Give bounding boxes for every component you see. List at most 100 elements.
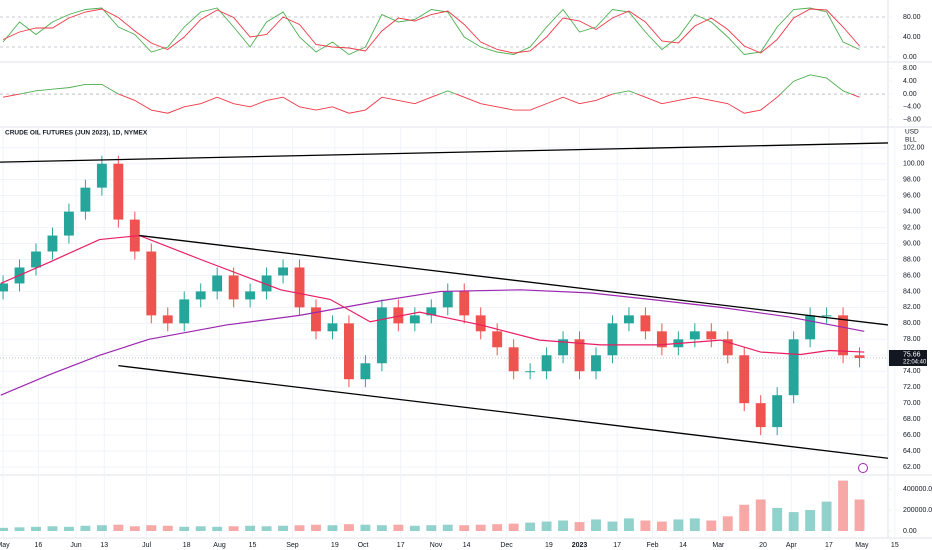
candle-body	[245, 291, 256, 300]
y-tick-label: 98.00	[903, 177, 921, 184]
candle-body	[179, 299, 190, 324]
x-tick-label: 15	[891, 542, 899, 549]
volume-bar	[14, 527, 25, 531]
x-tick-label: 15	[249, 542, 257, 549]
candle-body	[788, 339, 799, 396]
volume-bar	[459, 525, 470, 531]
candle-body	[294, 267, 305, 308]
x-tick-label: 14	[463, 542, 471, 549]
x-tick-label: Apr	[786, 542, 798, 549]
volume-bar	[574, 522, 585, 531]
candle-body	[212, 275, 223, 292]
volume-bar	[31, 526, 41, 531]
candle-body	[722, 339, 733, 356]
candle-body	[426, 307, 437, 316]
candle-body	[492, 331, 503, 348]
currency-label: USD	[905, 129, 919, 136]
candle-body	[838, 315, 848, 356]
x-tick-label: 17	[825, 542, 833, 549]
volume-bar	[722, 516, 733, 531]
volume-bar	[854, 499, 865, 531]
oscillator-line	[17, 74, 853, 95]
x-tick-label: 16	[34, 542, 42, 549]
volume-bar	[344, 524, 354, 531]
candle-body	[689, 331, 700, 340]
volume-bar	[426, 525, 437, 531]
stochastic-line	[2, 8, 860, 54]
candle-body	[656, 331, 667, 348]
candle-body	[525, 371, 536, 373]
volume-bar	[360, 524, 371, 531]
volume-bar	[805, 509, 816, 531]
y-tick-label: 92.00	[903, 224, 921, 231]
x-tick-label: 17	[397, 542, 405, 549]
candle-body	[442, 291, 453, 308]
volume-bar	[739, 504, 750, 531]
y-tick-label: 68.00	[903, 416, 921, 423]
volume-bar	[327, 525, 338, 531]
volume-bar	[409, 525, 420, 531]
y-tick-label: 0.00	[903, 54, 917, 61]
candle-body	[854, 355, 865, 358]
candle-body	[591, 355, 601, 372]
candle-body	[311, 307, 321, 332]
y-tick-label: 8.00	[903, 65, 917, 72]
volume-bar	[195, 526, 206, 531]
candle-body	[146, 251, 157, 316]
y-tick-label: 84.00	[903, 288, 921, 295]
x-tick-label: 13	[100, 542, 108, 549]
candle-body	[393, 307, 404, 324]
moving-average	[0, 234, 865, 356]
volume-bar	[294, 525, 305, 531]
volume-bar	[64, 526, 74, 531]
volume-bar	[179, 526, 190, 531]
price-tag-value: 75.66	[903, 351, 921, 358]
x-tick-label: 18	[183, 542, 191, 549]
y-tick-label: 66.00	[903, 432, 921, 439]
y-tick-label: 96.00	[903, 192, 921, 199]
volume-bar	[475, 524, 486, 531]
x-tick-label: 17	[613, 542, 621, 549]
x-tick-label: Mar	[712, 542, 725, 549]
x-tick-label: Feb	[646, 542, 658, 549]
grid	[0, 127, 896, 538]
candle-body	[475, 315, 486, 332]
candle-body	[508, 347, 519, 372]
candle-body	[541, 355, 552, 372]
candle-body	[772, 395, 783, 428]
trend-line	[139, 234, 888, 326]
candle-body	[755, 403, 766, 428]
chart-title: CRUDE OIL FUTURES (JUN 2023), 1D, NYMEX	[5, 130, 148, 137]
volume-bar	[640, 520, 651, 531]
candle-body	[0, 283, 8, 292]
volume-bar	[838, 480, 848, 531]
stochastic-line	[2, 7, 860, 56]
y-tick-label: 90.00	[903, 240, 921, 247]
volume-bar	[821, 501, 832, 531]
y-tick-label: 72.00	[903, 384, 921, 391]
x-tick-label: Jun	[70, 542, 81, 549]
y-tick-label: 82.00	[903, 304, 921, 311]
volume-bar	[541, 521, 552, 531]
volume-bar	[129, 526, 140, 531]
y-tick-label: 100.00	[903, 161, 925, 168]
volume-bar	[146, 525, 157, 531]
x-tick-label: Nov	[430, 542, 443, 549]
moving-average	[0, 289, 865, 396]
volume-bar	[311, 524, 321, 531]
candle-body	[344, 323, 354, 380]
y-tick-label: 0.00	[903, 91, 917, 98]
x-tick-label: 19	[331, 542, 339, 549]
volume-bar	[508, 523, 519, 531]
volume-bar	[689, 518, 700, 531]
candle-body	[459, 291, 470, 316]
candle-body	[162, 315, 173, 324]
event-marker[interactable]	[858, 463, 868, 473]
volume-bar	[706, 520, 717, 531]
candle-body	[805, 315, 816, 340]
candle-body	[31, 251, 41, 268]
volume-bar	[0, 527, 8, 531]
volume-bar	[607, 521, 618, 531]
y-tick-label: 4.00	[903, 78, 917, 85]
candle-body	[261, 275, 272, 292]
